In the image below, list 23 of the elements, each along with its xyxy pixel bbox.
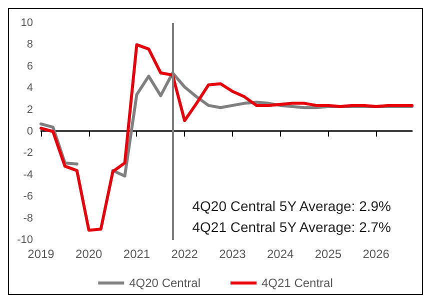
- x-tick-label: 2026: [362, 247, 390, 261]
- y-tick-label: -6: [23, 190, 33, 203]
- y-tick-label: -2: [23, 147, 33, 160]
- y-tick-label: 0: [26, 126, 33, 138]
- annotation: 4Q20 Central 5Y Average: 2.9%: [192, 198, 391, 214]
- annotation: 4Q21 Central 5Y Average: 2.7%: [192, 219, 391, 235]
- x-tick-label: 2020: [76, 247, 103, 261]
- x-tick-label: 2021: [123, 247, 150, 261]
- y-tick-label: 8: [26, 38, 33, 51]
- y-tick-label: -10: [17, 234, 33, 246]
- legend-label: 4Q21 Central: [262, 276, 333, 290]
- x-tick-label: 2022: [171, 247, 198, 261]
- legend-label: 4Q20 Central: [129, 276, 200, 290]
- y-tick-label: -4: [23, 168, 33, 181]
- x-tick-label: 2019: [28, 247, 55, 261]
- x-tick-label: 2025: [314, 247, 342, 261]
- y-tick-label: 6: [26, 60, 33, 72]
- y-tick-label: -8: [23, 212, 33, 224]
- y-tick-label: 2: [26, 104, 33, 116]
- y-tick-label: 10: [20, 17, 33, 29]
- x-tick-label: 2023: [219, 247, 246, 261]
- x-tick-label: 2024: [267, 247, 294, 261]
- y-tick-label: 4: [26, 82, 33, 94]
